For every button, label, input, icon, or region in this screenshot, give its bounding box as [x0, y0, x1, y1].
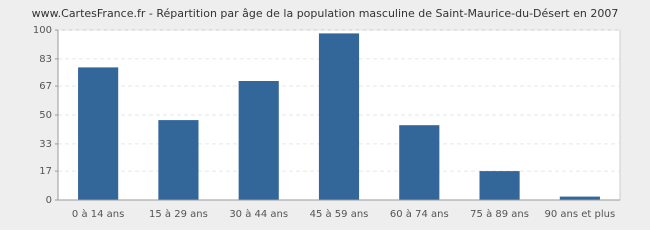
x-tick-label: 75 à 89 ans — [470, 208, 529, 220]
bar — [238, 81, 279, 200]
y-tick-label: 83 — [39, 54, 52, 65]
x-tick-label: 90 ans et plus — [545, 209, 616, 220]
bar — [318, 33, 360, 201]
x-tick-label: 45 à 59 ans — [310, 208, 369, 220]
x-tick-label: 30 à 44 ans — [229, 208, 288, 220]
bar — [399, 125, 440, 200]
bar — [559, 196, 600, 200]
y-tick-label: 17 — [39, 166, 52, 177]
bar — [479, 171, 520, 200]
x-tick-label: 60 à 74 ans — [390, 208, 449, 220]
y-tick-label: 100 — [33, 25, 52, 36]
page: www.CartesFrance.fr - Répartition par âg… — [0, 0, 650, 230]
bar — [158, 120, 199, 200]
y-tick-label: 33 — [39, 139, 52, 150]
y-tick-label: 67 — [39, 81, 52, 92]
x-tick-label: 15 à 29 ans — [149, 208, 208, 220]
x-tick-label: 0 à 14 ans — [72, 208, 124, 220]
bar — [78, 67, 119, 201]
chart-title: www.CartesFrance.fr - Répartition par âg… — [32, 7, 619, 20]
chart: www.CartesFrance.fr - Répartition par âg… — [0, 0, 650, 230]
y-tick-label: 50 — [39, 110, 52, 121]
y-tick-label: 0 — [46, 195, 52, 206]
